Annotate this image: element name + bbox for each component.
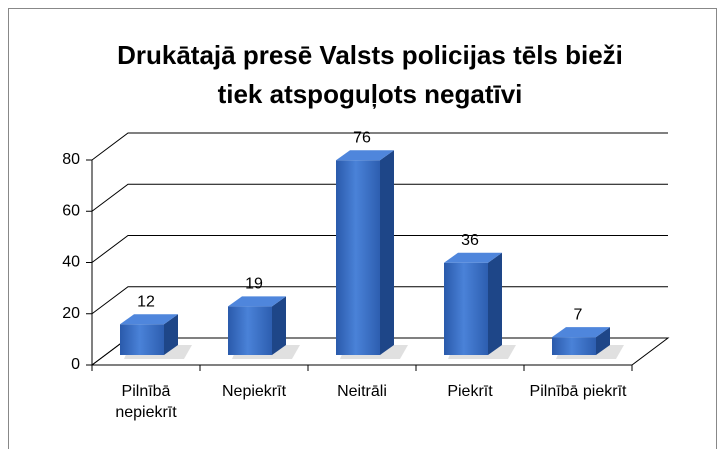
- x-tick-label: Neitrāli: [337, 383, 387, 400]
- bar-face: [272, 296, 286, 355]
- bar: [120, 314, 192, 359]
- bar-face: [444, 252, 502, 263]
- bar-face: [228, 296, 286, 307]
- border: [8, 8, 717, 449]
- y-tick-label: 40: [62, 254, 80, 271]
- bar-face: [228, 306, 272, 355]
- x-tick-label: Nepiekrīt: [221, 383, 287, 400]
- bar: [444, 252, 516, 359]
- grid-line: [91, 132, 668, 161]
- bar-face: [336, 150, 394, 161]
- bar-face: [380, 150, 394, 355]
- bar-face: [552, 327, 610, 338]
- bar-face: [596, 327, 610, 355]
- bar-face: [164, 314, 178, 355]
- value-label: 36: [461, 232, 479, 249]
- x-tick-label: Piekrīt: [447, 383, 493, 400]
- value-label: 76: [353, 129, 371, 146]
- chart-title: Drukātajā presē Valsts policijas tēls bi…: [117, 40, 623, 70]
- bar-face: [444, 262, 488, 355]
- y-tick-label: 20: [62, 305, 80, 322]
- value-label: 7: [574, 306, 583, 323]
- bar-face: [488, 252, 502, 355]
- bar-face: [120, 314, 178, 325]
- y-tick-label: 80: [62, 151, 80, 168]
- x-tick-label: Pilnībā nepiekrīt: [115, 383, 177, 421]
- bar: [336, 150, 408, 359]
- chart-title: tiek atspoguļots negatīvi: [218, 79, 523, 109]
- y-tick-label: 60: [62, 202, 80, 219]
- x-tick-label: Pilnībā piekrīt: [529, 383, 627, 400]
- grid-line: [91, 183, 668, 212]
- y-tick-label: 0: [71, 356, 80, 373]
- bar: [552, 327, 624, 359]
- value-label: 12: [137, 293, 155, 310]
- value-label: 19: [245, 276, 263, 293]
- bar-face: [552, 337, 596, 355]
- grid-line: [91, 235, 668, 263]
- bar-face: [120, 324, 164, 355]
- bar-face: [336, 160, 380, 355]
- bar: [228, 296, 300, 359]
